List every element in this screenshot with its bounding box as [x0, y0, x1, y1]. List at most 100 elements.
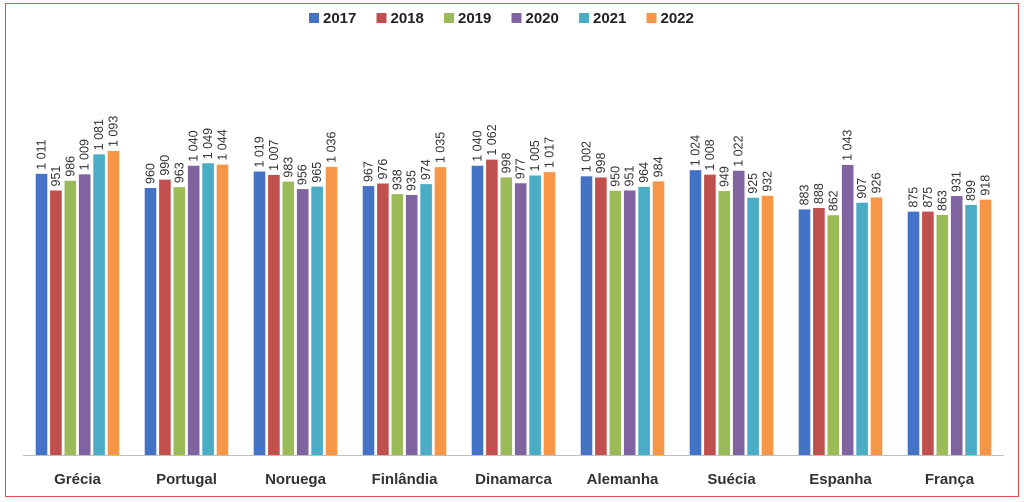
legend-label-2019: 2019	[458, 10, 491, 27]
data-label-2019-8: 863	[935, 190, 949, 211]
bar-2019-0	[64, 180, 77, 455]
bar-2019-7	[827, 215, 840, 455]
data-label-2019-1: 963	[172, 162, 186, 183]
bar-2021-8	[965, 204, 977, 455]
data-label-2022-0: 1 093	[107, 116, 121, 147]
category-label: Espanha	[809, 471, 872, 488]
data-label-2018-8: 875	[921, 187, 935, 208]
bar-2022-2	[325, 166, 338, 455]
legend-swatch-2018	[376, 13, 387, 23]
data-label-2022-5: 984	[652, 156, 666, 177]
bar-2017-4	[471, 165, 484, 456]
data-label-2017-0: 1 011	[35, 139, 49, 169]
data-label-2021-6: 925	[746, 173, 760, 194]
data-label-2017-6: 1 024	[689, 135, 703, 166]
category-label: França	[925, 471, 975, 488]
bar-2022-5	[652, 181, 665, 455]
data-label-2018-3: 976	[376, 159, 390, 180]
data-label-2021-7: 907	[855, 178, 869, 199]
bar-2018-8	[922, 211, 934, 455]
bar-2019-4	[500, 177, 513, 456]
data-label-2022-7: 926	[870, 173, 884, 194]
data-label-2021-1: 1 049	[201, 128, 215, 159]
category-label: Noruega	[265, 471, 327, 488]
legend-label-2017: 2017	[323, 10, 356, 27]
data-label-2019-7: 862	[826, 190, 840, 211]
data-label-2021-3: 974	[419, 159, 433, 180]
legend-label-2021: 2021	[593, 10, 626, 27]
bar-2021-1	[202, 163, 214, 456]
bar-2018-7	[813, 208, 825, 455]
data-label-2020-7: 1 043	[841, 130, 855, 161]
data-label-2017-3: 967	[362, 161, 376, 182]
bar-2021-7	[856, 202, 868, 455]
bar-2019-6	[718, 191, 731, 456]
legend: 2017 2018 2019 2020 2021 2022	[309, 10, 694, 27]
bar-2017-7	[798, 209, 811, 455]
bar-2018-0	[50, 190, 62, 456]
bar-2022-3	[434, 167, 447, 455]
data-label-2018-6: 1 008	[703, 139, 717, 170]
bar-2019-3	[391, 194, 404, 456]
bar-2017-1	[144, 187, 157, 456]
legend-swatch-2021	[579, 13, 589, 23]
bar-2019-2	[282, 181, 295, 455]
data-label-2022-8: 918	[979, 175, 993, 196]
bar-2020-0	[78, 174, 91, 456]
data-label-2020-0: 1 009	[78, 139, 92, 170]
bar-2018-5	[595, 177, 607, 456]
legend-swatch-2017	[309, 13, 319, 23]
bar-2020-2	[296, 189, 309, 455]
bar-2021-0	[93, 154, 105, 455]
data-label-2019-6: 949	[717, 166, 731, 187]
bar-2017-6	[689, 170, 702, 455]
bar-2021-6	[747, 197, 759, 456]
category-label: Portugal	[156, 471, 217, 488]
bar-2018-6	[704, 174, 716, 455]
bar-2022-8	[979, 199, 992, 455]
data-label-2022-2: 1 036	[325, 132, 339, 163]
data-label-2019-2: 983	[281, 157, 295, 178]
bar-2021-2	[311, 186, 323, 455]
data-label-2020-3: 935	[405, 170, 419, 191]
legend-label-2018: 2018	[391, 10, 424, 27]
data-label-2017-2: 1 019	[253, 136, 267, 167]
data-label-2018-2: 1 007	[267, 140, 281, 171]
legend-label-2022: 2022	[661, 10, 694, 27]
bar-2019-1	[173, 187, 186, 455]
data-label-2022-6: 932	[761, 171, 775, 192]
bar-2020-4	[514, 183, 527, 455]
data-label-2022-1: 1 044	[216, 129, 230, 160]
data-label-2017-4: 1 040	[471, 130, 485, 161]
data-label-2019-3: 938	[390, 169, 404, 190]
bar-2022-0	[107, 151, 120, 455]
legend-label-2020: 2020	[526, 10, 559, 27]
data-label-2020-1: 1 040	[187, 130, 201, 161]
data-label-2017-1: 960	[144, 163, 158, 184]
bar-2021-5	[638, 186, 650, 455]
bar-2022-4	[543, 172, 556, 455]
bar-2020-8	[950, 196, 963, 455]
bar-2021-4	[529, 175, 541, 456]
data-label-2021-8: 899	[964, 180, 978, 201]
bar-2020-5	[623, 190, 636, 456]
bar-2018-3	[377, 183, 389, 456]
bar-2018-1	[159, 179, 171, 455]
bar-2022-7	[870, 197, 883, 455]
data-label-2019-4: 998	[499, 153, 513, 174]
bar-2017-5	[580, 176, 593, 455]
bar-2018-2	[268, 174, 280, 456]
category-label: Finlândia	[372, 471, 438, 488]
category-label: Suécia	[707, 471, 756, 488]
bar-2017-2	[253, 171, 266, 455]
data-label-2021-5: 964	[637, 162, 651, 183]
bar-2022-6	[761, 195, 774, 455]
bar-2019-5	[609, 190, 622, 455]
data-label-2022-4: 1 017	[543, 137, 557, 168]
category-labels-group: Grécia Portugal Noruega Finlândia Dinamarca A…	[54, 471, 975, 488]
category-label: Dinamarca	[475, 471, 552, 488]
bar-2019-8	[936, 214, 949, 455]
data-label-2021-2: 965	[310, 162, 324, 183]
data-label-2018-4: 1 062	[485, 124, 499, 155]
